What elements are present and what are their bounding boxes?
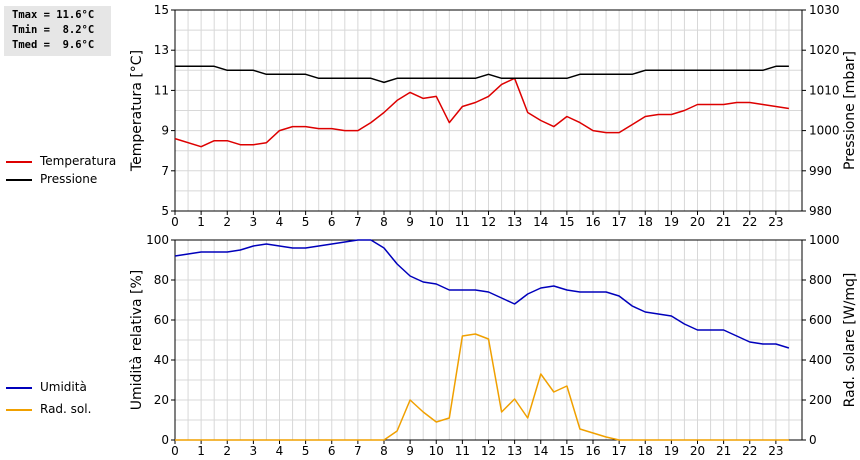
temp-pressure-xtick-label: 22 <box>742 215 757 229</box>
humidity-radiation-ytick-label: 0 <box>161 433 169 447</box>
humidity-radiation-xtick-label: 8 <box>380 444 388 458</box>
humidity-radiation-xtick-label: 3 <box>250 444 258 458</box>
temp-pressure-xtick-label: 8 <box>380 215 388 229</box>
humidity-radiation-y2tick-label: 800 <box>809 273 832 287</box>
temp-pressure-xtick-label: 23 <box>768 215 783 229</box>
humidity-radiation-xtick-label: 22 <box>742 444 757 458</box>
humidity-radiation-ytick-label: 20 <box>154 393 169 407</box>
temp-pressure-ytick-label: 9 <box>161 124 169 138</box>
humidity-radiation-ytick-label: 100 <box>146 233 169 247</box>
legend-label-rad-sol: Rad. sol. <box>40 402 92 416</box>
humidity-radiation-xtick-label: 14 <box>533 444 548 458</box>
humidity-radiation-series-rad-sol <box>175 333 789 441</box>
humidity-radiation-y2tick-label: 1000 <box>809 233 840 247</box>
temp-pressure-ytick-label: 13 <box>154 43 169 57</box>
temp-pressure-xtick-label: 3 <box>250 215 258 229</box>
temp-pressure-xtick-label: 10 <box>429 215 444 229</box>
humidity-radiation-ylabel: Umidità relativa [%] <box>129 270 145 411</box>
humidity-radiation-xtick-label: 10 <box>429 444 444 458</box>
temp-pressure-xtick-label: 19 <box>664 215 679 229</box>
temp-pressure-xtick-label: 11 <box>455 215 470 229</box>
humidity-radiation-xtick-label: 5 <box>302 444 310 458</box>
humidity-radiation-y2label: Rad. solare [W/mq] <box>842 273 858 408</box>
humidity-radiation-xtick-label: 0 <box>171 444 179 458</box>
humidity-radiation-ytick-label: 80 <box>154 273 169 287</box>
legend-label-umidita: Umidità <box>40 380 87 394</box>
humidity-radiation-xtick-label: 7 <box>354 444 362 458</box>
humidity-radiation-xtick-label: 12 <box>481 444 496 458</box>
humidity-radiation-xtick-label: 17 <box>611 444 626 458</box>
humidity-radiation-xtick-label: 1 <box>197 444 205 458</box>
legend-swatch-rad-sol <box>6 409 32 411</box>
humidity-radiation-xtick-label: 13 <box>507 444 522 458</box>
temp-pressure-ytick-label: 11 <box>154 83 169 97</box>
temp-pressure-y2tick-label: 990 <box>809 164 832 178</box>
temp-pressure-xtick-label: 20 <box>690 215 705 229</box>
temp-pressure-chart: 0 1 2 3 4 5 6 7 8 9 10 11 12 13 14 15 16 17 18 19 20 21 22 2357… <box>129 3 858 229</box>
temp-pressure-xtick-label: 13 <box>507 215 522 229</box>
temp-pressure-series-temperatura <box>174 77 790 148</box>
humidity-radiation-xtick-label: 21 <box>716 444 731 458</box>
humidity-radiation-chart: 0 1 2 3 4 5 6 7 8 9 10 11 12 13 14 15 16 17 18 19 20 21 22 2302… <box>129 233 858 458</box>
temp-pressure-series-pressione <box>175 65 789 84</box>
humidity-radiation-y2tick-label: 0 <box>809 433 817 447</box>
humidity-radiation-xtick-label: 19 <box>664 444 679 458</box>
temp-pressure-xtick-label: 14 <box>533 215 548 229</box>
temp-pressure-ytick-label: 7 <box>161 164 169 178</box>
humidity-radiation-xtick-label: 23 <box>768 444 783 458</box>
temp-pressure-y2tick-label: 1000 <box>809 124 840 138</box>
legend-swatch-pressione <box>6 179 32 181</box>
legend-label-temperatura: Temperatura <box>40 154 117 168</box>
humidity-radiation-xtick-label: 6 <box>328 444 336 458</box>
humidity-radiation-xtick-label: 2 <box>223 444 231 458</box>
legend-swatch-temperatura <box>6 161 32 163</box>
temp-pressure-xtick-label: 12 <box>481 215 496 229</box>
temp-pressure-y2tick-label: 1020 <box>809 43 840 57</box>
legend-label-pressione: Pressione <box>40 172 98 186</box>
stats-box: Tmax = 11.6°C Tmin = 8.2°C Tmed = 9.6°C <box>4 6 111 56</box>
temp-pressure-xtick-label: 0 <box>171 215 179 229</box>
temp-pressure-xtick-label: 9 <box>406 215 414 229</box>
humidity-radiation-ytick-label: 40 <box>154 353 169 367</box>
humidity-radiation-xtick-label: 20 <box>690 444 705 458</box>
humidity-radiation-xtick-label: 4 <box>276 444 284 458</box>
humidity-radiation-ytick-label: 60 <box>154 313 169 327</box>
humidity-radiation-xtick-label: 15 <box>559 444 574 458</box>
humidity-radiation-y2tick-label: 200 <box>809 393 832 407</box>
temp-pressure-xtick-label: 6 <box>328 215 336 229</box>
temp-pressure-ytick-label: 5 <box>161 204 169 218</box>
temp-pressure-ytick-label: 15 <box>154 3 169 17</box>
temp-pressure-xtick-label: 21 <box>716 215 731 229</box>
temp-pressure-xtick-label: 16 <box>585 215 600 229</box>
humidity-radiation-xtick-label: 18 <box>638 444 653 458</box>
temp-pressure-y2tick-label: 980 <box>809 204 832 218</box>
humidity-radiation-xtick-label: 9 <box>406 444 414 458</box>
tmin-label: Tmin = 8.2°C <box>12 24 95 36</box>
humidity-radiation-xtick-label: 11 <box>455 444 470 458</box>
humidity-radiation-series-umidit <box>174 239 790 349</box>
temp-pressure-xtick-label: 7 <box>354 215 362 229</box>
temp-pressure-xtick-label: 1 <box>197 215 205 229</box>
humidity-radiation-y2tick-label: 400 <box>809 353 832 367</box>
humidity-radiation-xtick-label: 16 <box>585 444 600 458</box>
temp-pressure-y2tick-label: 1010 <box>809 83 840 97</box>
temp-pressure-xtick-label: 5 <box>302 215 310 229</box>
temp-pressure-xtick-label: 2 <box>223 215 231 229</box>
tmed-label: Tmed = 9.6°C <box>12 39 95 51</box>
legend-swatch-umidita <box>6 387 32 389</box>
humidity-radiation-y2tick-label: 600 <box>809 313 832 327</box>
temp-pressure-y2tick-label: 1030 <box>809 3 840 17</box>
temp-pressure-xtick-label: 18 <box>638 215 653 229</box>
temp-pressure-xtick-label: 15 <box>559 215 574 229</box>
tmax-label: Tmax = 11.6°C <box>12 9 95 21</box>
temp-pressure-y2label: Pressione [mbar] <box>842 51 858 170</box>
temp-pressure-xtick-label: 17 <box>611 215 626 229</box>
temp-pressure-ylabel: Temperatura [°C] <box>129 50 145 172</box>
temp-pressure-xtick-label: 4 <box>276 215 284 229</box>
